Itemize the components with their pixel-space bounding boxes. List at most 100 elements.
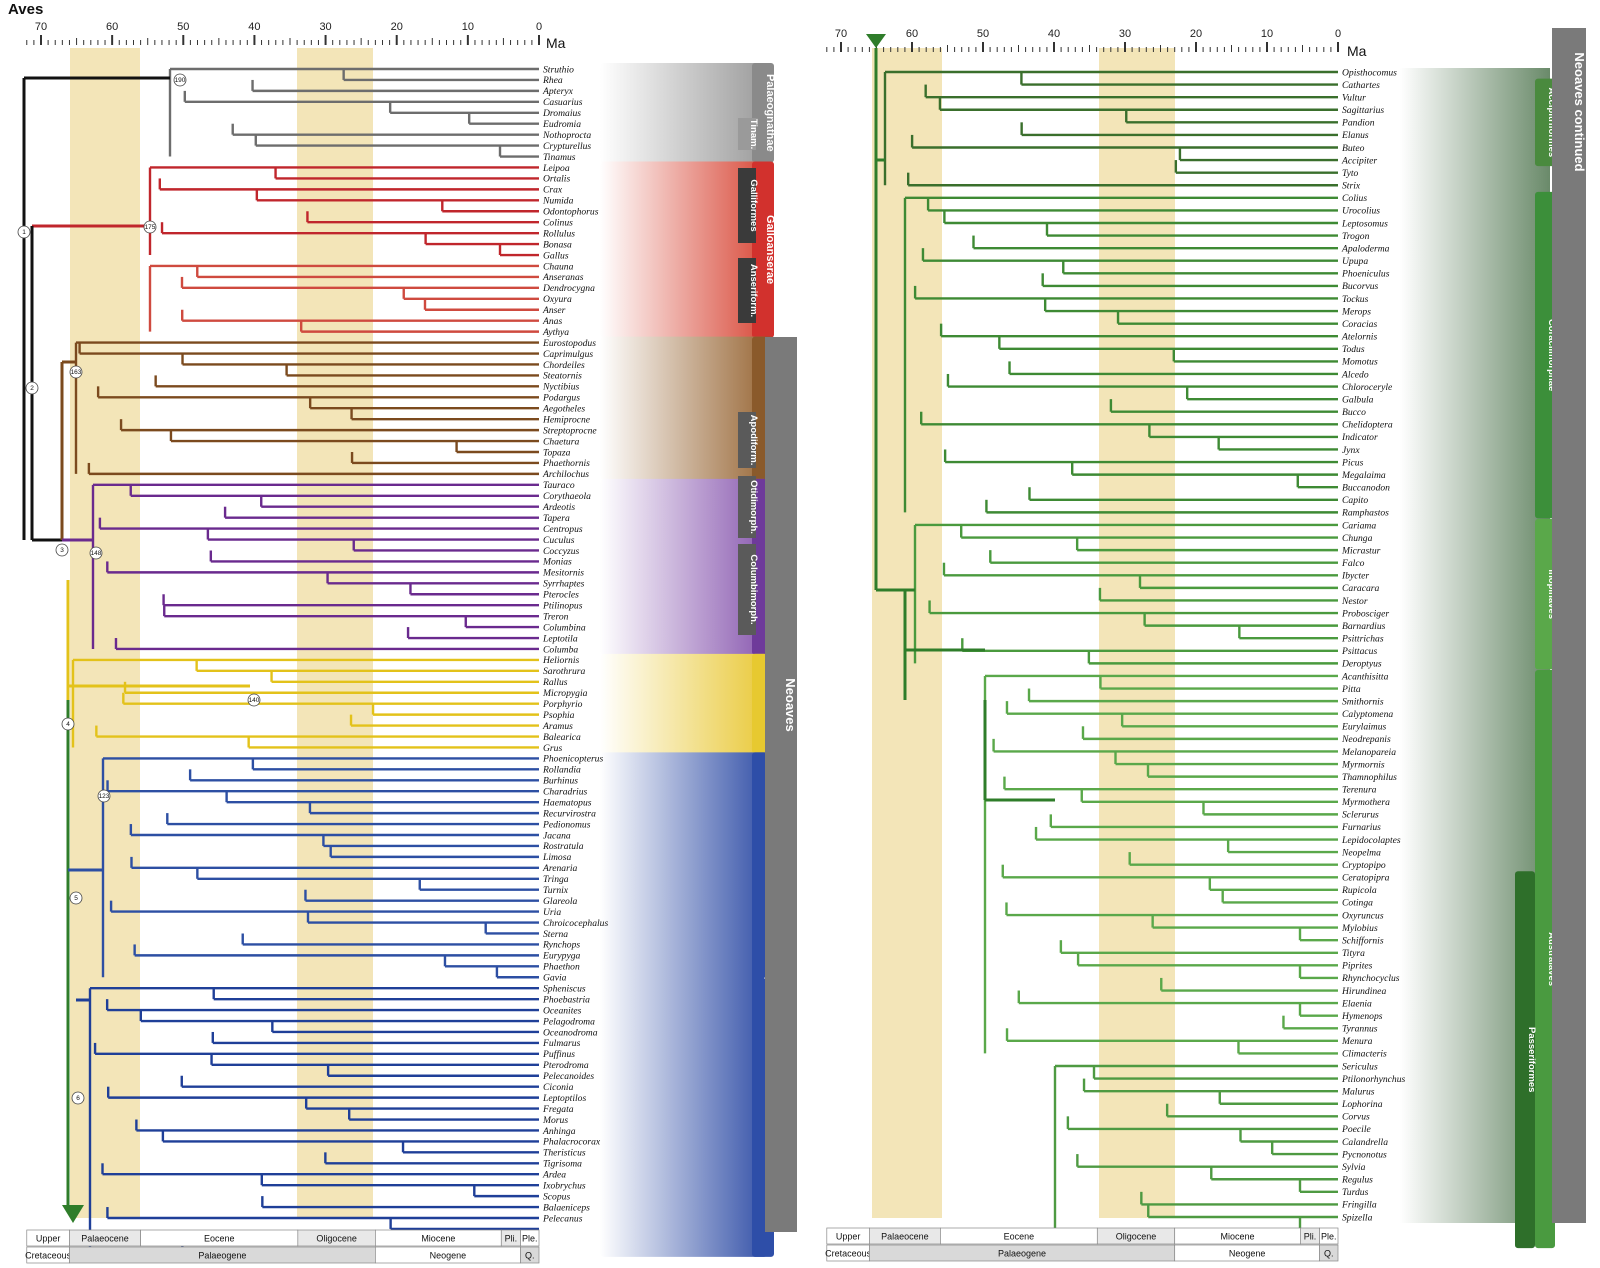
right-axis-tick-label: 0	[1335, 28, 1341, 40]
taxon-label: Bucorvus	[1342, 281, 1379, 292]
epoch-label: Palaeocene	[81, 1234, 129, 1244]
taxon-label: Elanus	[1341, 130, 1369, 141]
clade-branches	[91, 483, 539, 651]
taxon-label: Schiffornis	[1342, 935, 1384, 946]
taxon-label: Crax	[543, 185, 563, 196]
taxon-label: Colius	[1342, 193, 1367, 204]
taxon-label: Momotus	[1341, 357, 1378, 368]
taxon-label: Falco	[1341, 558, 1365, 569]
taxon-label: Bucco	[1342, 407, 1366, 418]
taxon-label: Columba	[543, 644, 578, 655]
taxon-label: Barnardius	[1342, 621, 1386, 632]
taxon-label: Todus	[1342, 344, 1365, 355]
clade-panel	[600, 653, 768, 754]
taxon-label: Chloroceryle	[1342, 382, 1393, 393]
taxon-label: Dromaius	[542, 108, 581, 119]
taxon-label: Elaenia	[1341, 998, 1372, 1009]
taxon-label: Corythaeola	[543, 491, 591, 502]
clade-branches	[883, 70, 1338, 187]
clade-branches	[74, 341, 539, 476]
left-axis-tick-label: 60	[106, 21, 118, 33]
taxon-label: Phaethon	[542, 962, 580, 973]
taxon-label: Lophorina	[1341, 1099, 1383, 1110]
taxon-label: Sterna	[543, 929, 568, 940]
clade-panel	[600, 161, 768, 338]
palaeocene-band-right	[872, 48, 942, 1218]
oligocene-band-right	[1099, 48, 1175, 1218]
left-taxa: StruthioRheaApteryxCasuariusDromaiusEudr…	[542, 64, 608, 1224]
taxon-label: Tringa	[543, 874, 569, 885]
taxon-label: Upupa	[1342, 256, 1368, 267]
taxon-label: Eurypyga	[542, 951, 581, 962]
taxon-label: Aythya	[542, 327, 569, 338]
right-tree	[866, 34, 1338, 1244]
clade-label: Accipitriformes	[1546, 87, 1557, 157]
taxon-label: Caracara	[1342, 583, 1380, 594]
subclade-bar	[738, 168, 756, 243]
taxon-label: Hemiprocne	[542, 414, 591, 425]
taxon-label: Tinamus	[543, 152, 576, 163]
taxon-label: Oxyruncus	[1342, 910, 1384, 921]
taxon-label: Phoebastria	[542, 994, 590, 1005]
taxon-label: Ptilonorhynchus	[1341, 1074, 1406, 1085]
taxon-label: Vultur	[1342, 92, 1366, 103]
taxon-label: Tauraco	[543, 480, 575, 491]
taxon-label: Ibycter	[1341, 571, 1369, 582]
taxon-label: Melanopareia	[1341, 747, 1396, 758]
taxon-label: Chaetura	[543, 436, 579, 447]
taxon-label: Calyptomena	[1342, 709, 1393, 720]
taxon-label: Climacteris	[1342, 1049, 1387, 1060]
left-axis-tick-label: 20	[391, 21, 403, 33]
clade-label: Coraciimorphae	[1546, 319, 1557, 391]
clade-branches	[148, 264, 539, 333]
taxon-label: Rupicola	[1341, 885, 1377, 896]
taxon-label: Theristicus	[543, 1148, 586, 1159]
subclade-label: Columbimorph.	[748, 554, 759, 624]
taxon-label: Tapera	[543, 513, 570, 524]
epoch-label: Oligocene	[1116, 1232, 1157, 1242]
taxon-label: Turnix	[543, 885, 569, 896]
taxon-label: Mesitornis	[542, 568, 584, 579]
taxon-label: Streptoprocne	[543, 425, 597, 436]
taxon-label: Myrmothera	[1341, 797, 1390, 808]
taxon-label: Rynchops	[542, 940, 580, 951]
taxon-label: Arenaria	[542, 863, 577, 874]
taxon-label: Spheniscus	[543, 984, 586, 995]
taxon-label: Trogon	[1342, 231, 1370, 242]
taxon-label: Oceanites	[543, 1005, 582, 1016]
taxon-label: Chordeiles	[543, 360, 585, 371]
neoaves-continued-bar	[1552, 28, 1586, 1223]
taxon-label: Hirundinea	[1341, 986, 1386, 997]
right-axis-tick-label: 60	[906, 28, 918, 40]
taxon-label: Phoenicopterus	[542, 754, 603, 765]
node-circle	[89, 546, 103, 560]
taxon-label: Chelidoptera	[1342, 420, 1393, 431]
right-clade-panels: Accipitriformes Coraciimorphae Inopinaves A…	[1400, 68, 1557, 1249]
node-circle	[17, 225, 31, 239]
taxon-label: Uria	[543, 907, 561, 918]
taxon-label: Coracias	[1342, 319, 1377, 330]
node-number: 6	[76, 1095, 80, 1102]
taxon-label: Rollulus	[542, 228, 575, 239]
clade-bar	[752, 161, 774, 338]
taxon-label: Rostratula	[542, 841, 584, 852]
palaeocene-band-left	[70, 48, 140, 1218]
taxon-label: Odontophorus	[543, 207, 599, 218]
clade-branches	[148, 166, 539, 257]
taxon-label: Corvus	[1342, 1112, 1370, 1123]
continuation-arrow	[866, 34, 886, 48]
node-circle	[69, 365, 83, 379]
node-number: 5	[74, 895, 78, 902]
taxon-label: Micropygia	[542, 688, 588, 699]
clade-panel	[600, 336, 768, 480]
subclade-label: Otidimorph.	[748, 480, 759, 534]
left-axis-tick-label: 10	[462, 21, 474, 33]
taxon-label: Eudromia	[542, 119, 581, 130]
taxon-label: Neodrepanis	[1341, 734, 1391, 745]
taxon-label: Sericulus	[1342, 1061, 1378, 1072]
taxon-label: Anseranas	[542, 272, 584, 283]
taxon-label: Aegotheles	[542, 404, 585, 415]
taxon-label: Sagittarius	[1342, 105, 1384, 116]
taxon-label: Terenura	[1342, 784, 1377, 795]
clade-label: Galloanserae	[764, 215, 776, 284]
